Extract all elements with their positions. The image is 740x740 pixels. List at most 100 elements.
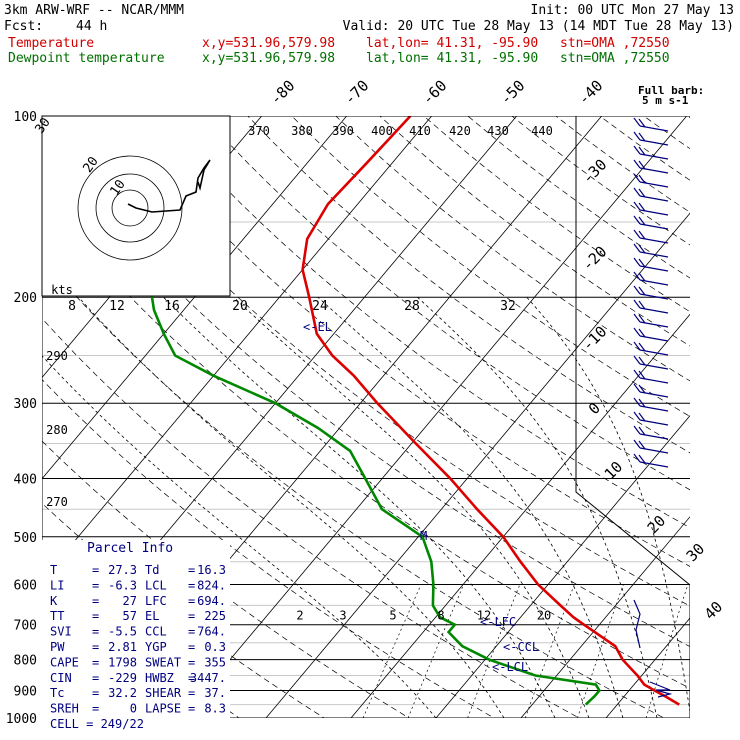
xy-readout-temp: x,y=531.96,579.98 (202, 36, 336, 51)
isotherm-line (435, 116, 690, 718)
parcel-value: 355 (204, 655, 226, 669)
wind-barb-flag (638, 342, 646, 352)
wind-barb-flag (633, 173, 641, 183)
hodograph-ring-label: 10 (107, 177, 128, 198)
pressure-tick-label: 100 (14, 110, 37, 125)
wind-barb-flag (638, 146, 646, 156)
latlon-readout-dew: lat,lon= 41.31, -95.90 (366, 51, 539, 66)
wind-barb-flag (633, 159, 641, 169)
wind-barb-flag (633, 201, 641, 211)
isotherm-line (42, 116, 432, 718)
parcel-value: 37. (204, 686, 226, 700)
parcel-equals: = (188, 578, 195, 592)
parcel-equals: = (188, 609, 195, 623)
parcel-value: -6.3 (108, 578, 137, 592)
theta-label: 290 (46, 349, 68, 363)
parcel-value: 2.81 (108, 640, 137, 654)
dry-adiabat-line (555, 116, 690, 718)
parcel-equals: = (92, 578, 99, 592)
wind-barb-flag (638, 412, 646, 422)
forecast-label: Fcst: (4, 19, 44, 34)
wind-barb-flag (633, 341, 641, 351)
wind-legend-value: 5 m s-1 (642, 94, 689, 107)
pressure-tick-label: 900 (14, 684, 37, 699)
parcel-equals: = (92, 625, 99, 639)
parcel-equals: = (188, 563, 195, 577)
wind-barb-flag (633, 313, 641, 323)
moist-adiabat-line (317, 296, 624, 718)
isotherm-line (42, 116, 347, 718)
lfc-marker: <-LFC (480, 615, 516, 629)
wind-barb-flag (638, 314, 646, 324)
mixing-ratio-label: 8 (437, 609, 444, 623)
isotherm-label: 0 (585, 399, 604, 418)
mixing-ratio-label: 5 (389, 609, 396, 623)
pressure-tick-label: 600 (14, 578, 37, 593)
wind-barb-flag (638, 202, 646, 212)
moist-adiabat-line (42, 296, 437, 718)
pressure-tick-label: 700 (14, 619, 37, 634)
hodograph-ring (111, 189, 149, 227)
wind-barb-flag (638, 356, 646, 366)
theta-label: 400 (371, 124, 393, 138)
model-title: 3km ARW-WRF -- NCAR/MMM (4, 3, 185, 18)
isotherm-label: 20 (644, 512, 670, 538)
isotherm-label: -40 (575, 77, 607, 109)
isotherm-line (605, 116, 690, 718)
wind-barb-flag (633, 425, 641, 435)
parcel-value: 764. (197, 625, 226, 639)
pressure-tick-label: 300 (14, 397, 37, 412)
wind-barb-flag (638, 230, 646, 240)
mixing-ratio-line (645, 584, 689, 718)
forecast-hour: 44 h (76, 19, 108, 34)
parcel-equals: = (188, 686, 195, 700)
dry-adiabat-line (599, 116, 690, 718)
wind-barb-flag (638, 174, 646, 184)
isotherm-label: -70 (341, 77, 373, 109)
pressure-tick-label: 800 (14, 654, 37, 669)
speed-scale-label: 28 (404, 299, 420, 314)
hodograph-ring (95, 173, 165, 243)
parcel-value: -5.5 (108, 625, 137, 639)
hodograph-trace (127, 159, 211, 213)
parcel-label: Tc (50, 686, 64, 700)
speed-scale-label: 24 (312, 299, 328, 314)
parcel-label: CCL (145, 625, 167, 639)
speed-scale-label: 20 (232, 299, 248, 314)
mixing-ratio-line (577, 584, 624, 718)
parcel-label: LI (50, 578, 64, 592)
mixing-ratio-label: 12 (477, 609, 491, 623)
parcel-equals: = (188, 625, 195, 639)
mixing-ratio-line (407, 584, 464, 718)
dry-adiabat-line (335, 116, 690, 718)
hodograph-ring-label: 30 (32, 115, 53, 136)
parcel-value: 32.2 (108, 686, 137, 700)
isotherm-label: -50 (497, 77, 529, 109)
speed-scale-label: 12 (109, 299, 125, 314)
parcel-title: Parcel Info (87, 541, 173, 556)
ccl-marker: <-CCL (503, 640, 539, 654)
parcel-value: 3447. (190, 671, 226, 685)
isotherm-line (265, 116, 690, 718)
dry-adiabat-line (42, 116, 690, 718)
parcel-value: 225 (204, 609, 226, 623)
wind-barb-flag (633, 397, 641, 407)
parcel-label: SVI (50, 625, 72, 639)
wind-barb-flag (633, 327, 641, 337)
isotherm-label: -30 (579, 156, 611, 188)
parcel-equals: = (188, 640, 195, 654)
wind-barb-flag (638, 258, 646, 268)
dry-adiabat-line (42, 116, 690, 718)
parcel-label: PW (50, 640, 65, 654)
wind-barb-flag (633, 215, 641, 225)
moist-adiabat-line (163, 296, 556, 718)
mixing-ratio-label: 3 (339, 609, 346, 623)
wind-barb-flag (638, 370, 646, 380)
parcel-equals: = (92, 686, 99, 700)
xy-readout-dew: x,y=531.96,579.98 (202, 51, 336, 66)
wind-barb-flag (633, 383, 641, 393)
parcel-cell: CELL = 249/22 (50, 717, 144, 731)
parcel-equals: = (92, 655, 99, 669)
wind-barb-flag (638, 384, 646, 394)
wind-barb-flag (638, 440, 646, 450)
